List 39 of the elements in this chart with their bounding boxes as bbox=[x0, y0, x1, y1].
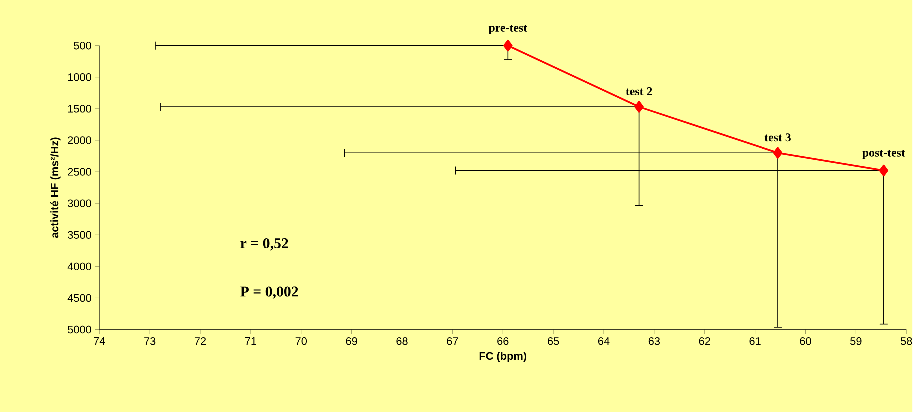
annotation: pre-test bbox=[488, 24, 528, 34]
point bbox=[504, 40, 513, 52]
y-tick-label: 3500 bbox=[68, 231, 92, 239]
point bbox=[634, 100, 644, 113]
y-tick-label: 500 bbox=[74, 42, 92, 50]
x-tick-label: 71 bbox=[245, 337, 256, 345]
x-tick-label: 62 bbox=[699, 337, 710, 346]
x-tick-label: 64 bbox=[598, 337, 610, 346]
x-axis-title: FC (bpm) bbox=[480, 352, 527, 362]
x-tick-label: 59 bbox=[850, 337, 862, 346]
x-tick-label: 70 bbox=[296, 337, 308, 346]
point bbox=[773, 147, 783, 159]
x-tick-label: 73 bbox=[144, 337, 156, 346]
y-axis-title: activité HF (ms²/Hz) bbox=[50, 137, 61, 238]
y-tick-label: 2000 bbox=[68, 136, 92, 144]
x-tick-label: 63 bbox=[648, 337, 660, 346]
y-tick-label: 1000 bbox=[68, 73, 92, 82]
annotation: P = 0,002 bbox=[240, 286, 298, 299]
y-tick-label: 4500 bbox=[68, 294, 92, 302]
annotation: r = 0,52 bbox=[240, 238, 288, 250]
annotation: post-test bbox=[862, 150, 906, 160]
x-tick-label: 61 bbox=[750, 337, 761, 346]
x-tick-label: 65 bbox=[548, 337, 560, 346]
x-tick-label: 74 bbox=[94, 337, 106, 345]
y-tick-label: 5000 bbox=[68, 326, 92, 334]
y-tick-label: 3000 bbox=[68, 200, 92, 208]
x-tick-label: 66 bbox=[498, 337, 509, 346]
x-tick-label: 72 bbox=[194, 337, 206, 345]
x-tick-label: 60 bbox=[800, 337, 812, 346]
x-tick-label: 58 bbox=[900, 337, 912, 346]
annotation: test 2 bbox=[626, 87, 652, 96]
point bbox=[879, 164, 889, 176]
y-tick-label: 4000 bbox=[68, 262, 92, 270]
y-tick-label: 1500 bbox=[68, 104, 92, 113]
x-tick-label: 69 bbox=[346, 337, 358, 346]
x-tick-label: 68 bbox=[396, 337, 408, 346]
annotation: test 3 bbox=[764, 133, 791, 142]
x-tick-label: 67 bbox=[447, 337, 458, 346]
y-tick-label: 2500 bbox=[68, 168, 92, 176]
